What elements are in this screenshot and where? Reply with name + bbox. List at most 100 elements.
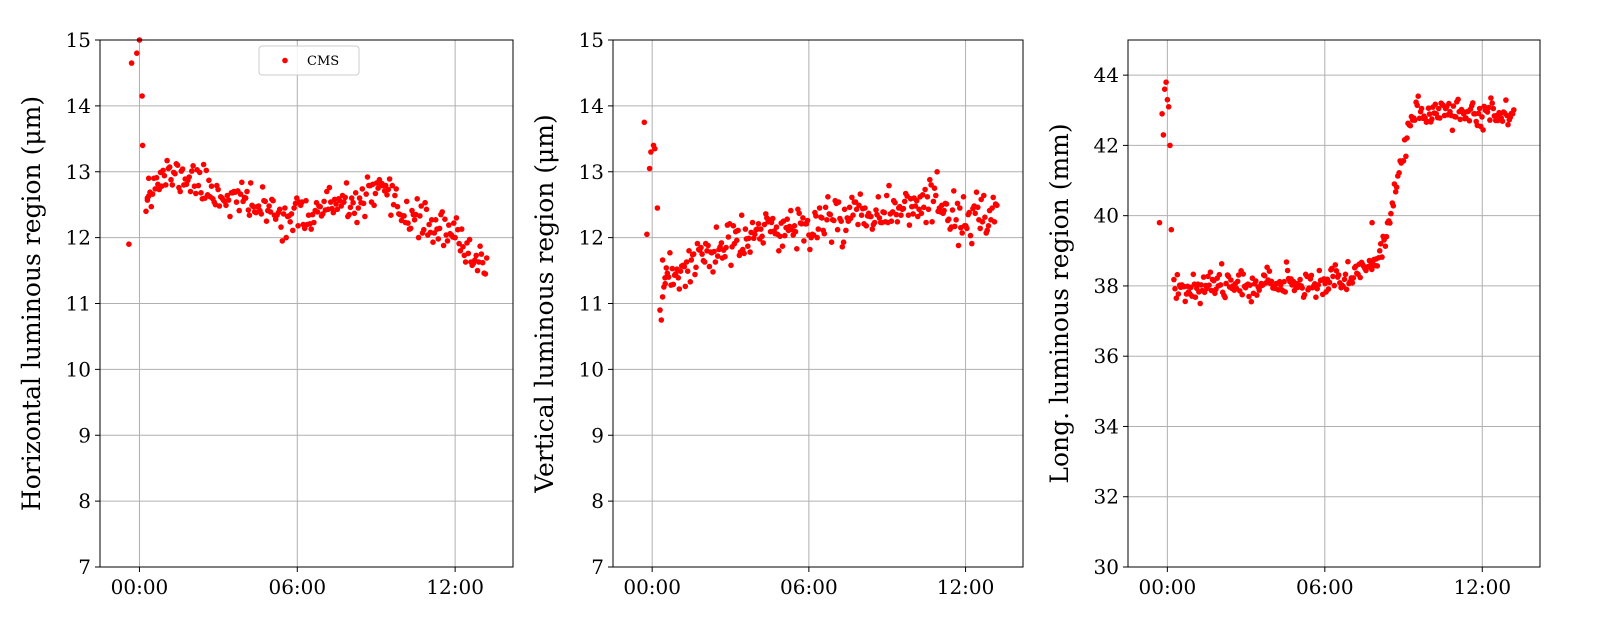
data-point: [827, 211, 834, 218]
data-point: [915, 213, 921, 220]
data-point: [782, 232, 788, 239]
data-point: [1418, 105, 1425, 112]
data-point: [388, 212, 394, 218]
data-point: [1499, 118, 1506, 124]
data-point: [898, 212, 904, 218]
data-point: [924, 194, 931, 200]
legend-entry: CMS: [307, 54, 339, 69]
y-axis-title: Long. luminous region (mm): [1045, 123, 1074, 483]
data-point: [193, 190, 199, 197]
data-point: [1379, 254, 1385, 260]
data-point: [741, 250, 747, 257]
x-tick-label: 00:00: [1139, 575, 1197, 599]
data-point: [1470, 100, 1476, 106]
data-point: [295, 223, 301, 229]
data-point: [745, 243, 751, 249]
data-point: [752, 231, 758, 238]
data-point: [742, 226, 749, 232]
data-point: [139, 142, 146, 149]
data-point: [1234, 278, 1241, 285]
data-point: [421, 226, 427, 233]
data-point: [1222, 294, 1228, 301]
chart-panel-3: 30 32 34 36 38 40 42 44 00:00 06:00 12:00 Long. lum…: [1045, 39, 1541, 599]
data-point: [1414, 102, 1420, 109]
data-point: [172, 170, 178, 177]
data-point: [282, 205, 288, 211]
x-tick-label: 12:00: [937, 575, 995, 599]
data-point: [652, 145, 658, 152]
data-point: [1316, 267, 1323, 274]
chart-panel-2: 7 8 9 10 11 12 13 14 15 00:00 06:00 12:00 Vertical l…: [530, 28, 1024, 599]
y-tick-label: 8: [591, 489, 604, 513]
data-point: [160, 167, 166, 174]
data-point: [1282, 289, 1288, 295]
data-point: [912, 203, 919, 209]
data-point: [1299, 285, 1305, 291]
data-point: [918, 210, 925, 217]
data-point: [913, 197, 920, 204]
data-point: [1253, 278, 1259, 284]
data-point: [871, 219, 878, 226]
data-point: [1453, 114, 1459, 120]
data-point: [1168, 226, 1175, 233]
data-point: [698, 244, 704, 251]
data-point: [246, 212, 253, 218]
data-point: [858, 212, 865, 218]
data-point: [813, 213, 819, 219]
data-point: [174, 162, 181, 168]
data-point: [676, 286, 683, 292]
data-point: [807, 246, 813, 253]
data-point: [195, 182, 202, 189]
data-point: [892, 199, 898, 206]
data-point: [405, 220, 411, 226]
data-point: [1479, 114, 1485, 120]
data-point: [1415, 93, 1421, 99]
data-point: [792, 228, 799, 235]
data-point: [1450, 103, 1457, 109]
data-point: [946, 216, 952, 222]
data-point: [863, 223, 870, 229]
data-point: [794, 246, 800, 252]
data-point: [819, 215, 825, 221]
data-point: [1376, 248, 1383, 254]
data-point: [706, 263, 713, 270]
data-point: [460, 244, 466, 250]
data-point: [1349, 280, 1356, 286]
data-point: [216, 203, 223, 209]
data-point: [1206, 282, 1212, 289]
data-point: [153, 174, 160, 181]
data-point: [951, 188, 957, 194]
data-point: [190, 163, 196, 169]
x-tick-label: 00:00: [623, 575, 681, 599]
data-point: [1396, 170, 1402, 176]
data-point: [900, 205, 907, 212]
data-point: [825, 194, 831, 200]
plot-frame: [1127, 39, 1541, 568]
data-point: [886, 182, 892, 189]
data-point: [483, 255, 490, 261]
data-point: [372, 190, 379, 197]
data-point: [967, 232, 974, 239]
data-point: [705, 242, 711, 249]
data-point: [955, 242, 962, 249]
data-point: [1174, 271, 1181, 278]
data-point: [661, 284, 667, 290]
data-point: [1400, 158, 1407, 164]
data-point: [1313, 294, 1319, 301]
data-point: [386, 176, 393, 182]
data-point: [964, 225, 970, 232]
data-point: [682, 283, 689, 290]
data-point: [1377, 241, 1384, 247]
data-point: [1466, 118, 1473, 124]
data-point: [1207, 269, 1214, 276]
data-point: [694, 240, 701, 247]
data-point: [1484, 109, 1491, 115]
data-point: [227, 213, 233, 220]
data-point: [746, 235, 752, 242]
data-point: [824, 217, 830, 223]
data-point: [1404, 135, 1410, 141]
data-point: [200, 161, 207, 168]
data-point: [644, 231, 650, 238]
y-tick-label: 11: [66, 292, 91, 316]
